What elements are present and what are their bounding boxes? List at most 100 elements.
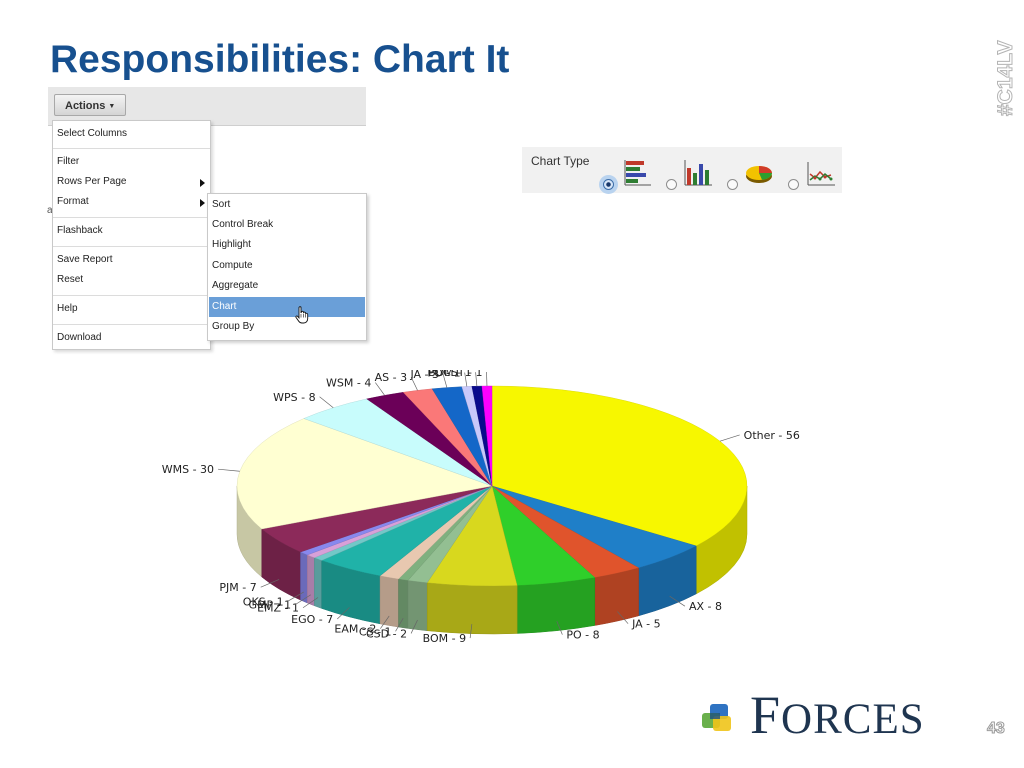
hand-cursor-icon [295,306,309,324]
pie-leader-line [464,372,468,387]
pie-slice-side [407,580,428,631]
radio-pie[interactable] [727,179,738,190]
pie-leader-line [375,382,385,396]
pie-slice-side [426,582,518,635]
pie-slice-label: PO - 8 [566,629,599,642]
menu-divider [53,148,210,149]
submenu-item-compute[interactable]: Compute [212,260,253,271]
pie-leader-line [475,372,478,387]
pie-slice[interactable] [481,385,493,487]
pie-slice-label: PJM - 7 [219,581,256,594]
pie-slice[interactable] [236,418,493,530]
pie-slice-label: CST - 1 [443,370,482,379]
menu-divider [53,246,210,247]
chart-type-label: Chart Type [531,154,590,168]
pie-leader-line [319,396,334,409]
submenu-item-highlight[interactable]: Highlight [212,239,251,250]
submenu-item-control-break[interactable]: Control Break [212,219,274,230]
pie-chart: Other - 56 AX - 8 JA - 5 PO - 8 BOM - 9 CSD -… [150,370,830,670]
menu-item-label: Rows Per Page [57,176,127,187]
pie-slice-label: AX - 8 [689,600,722,613]
pie-leader-line [395,617,404,632]
pie-slice-label: JA - 3 [409,370,439,381]
pie-slice-label: JA - 5 [631,618,661,631]
forces-logo-icon [702,704,731,731]
menu-item-format[interactable]: Format [53,192,210,212]
submenu-item-aggregate[interactable]: Aggregate [212,280,259,291]
hashtag-text: #C14LV [994,41,1017,116]
hashtag-watermark: #C14LV [990,16,1018,120]
menu-item-save-report[interactable]: Save Report [57,254,113,265]
horizontal-bar-chart-icon[interactable] [622,158,652,188]
line-chart-icon[interactable] [806,158,836,188]
menu-item-reset[interactable]: Reset [57,274,84,285]
pie-slice-label: WMS - 30 [162,463,214,476]
slide-number: 43 [987,720,1006,738]
pie-leader-line [442,373,448,388]
menu-divider [53,217,210,218]
pie-slice-label: WSM - 4 [326,377,371,390]
actions-button-label: Actions [65,100,106,112]
pie-slice-label: BOM - 1 [428,370,471,379]
radio-line[interactable] [788,179,799,190]
submenu-item-group-by[interactable]: Group By [212,321,255,332]
pie-slice-label: PO - 1 [427,370,460,380]
actions-menu: Select Columns Filter Rows Per Page Form… [52,120,211,350]
radio-vertical-bar[interactable] [666,179,677,190]
submenu-item-sort[interactable]: Sort [212,199,231,210]
pie-chart-icon[interactable] [744,158,774,188]
pie-leader-line [337,607,350,620]
menu-item-flashback[interactable]: Flashback [57,225,103,236]
pie-leader-line [260,579,280,588]
pie-slice-label: CS - 1 [359,625,392,638]
pie-slice-label: CSD - 2 [366,627,407,640]
caret-down-icon: ▼ [108,103,116,110]
logo-rest: ORCES [781,696,925,743]
pie-leader-line [287,591,305,602]
chevron-right-icon [200,199,205,207]
pie-leader-line [218,468,240,472]
pie-leader-line [410,619,418,634]
menu-divider [53,324,210,325]
pie-leader-line [719,434,740,442]
menu-item-help[interactable]: Help [57,303,78,314]
menu-divider [53,295,210,296]
actions-button[interactable]: Actions ▼ [54,94,127,116]
forces-logo-text: FORCES [750,688,925,747]
slide-title: Responsibilities: Chart It [50,38,510,81]
pie-slice-side [307,554,315,607]
pie-slice-label: AS - 3 [375,371,407,384]
pie-leader-line [556,620,563,635]
pie-leader-line [294,594,311,605]
pie-slice[interactable] [491,385,748,547]
pie-slice-side [398,578,409,629]
pie-leader-line [469,624,473,639]
menu-item-select-columns[interactable]: Select Columns [57,128,128,139]
menu-item-label: Format [57,196,89,207]
pie-slice-label: WPS - 8 [273,391,315,404]
radio-horizontal-bar[interactable] [603,179,614,190]
pie-chart-svg: Other - 56 AX - 8 JA - 5 PO - 8 BOM - 9 CSD -… [162,370,800,645]
pie-slice-label: BOM - 9 [423,632,466,645]
report-toolbar: Actions ▼ [48,87,366,126]
pie-slice-label: EAM - 2 [334,623,376,636]
vertical-bar-chart-icon[interactable] [683,158,713,188]
pie-slice-label: OKS - 1 [243,595,284,608]
pie-leader-line [410,376,418,391]
pie-leader-line [302,597,319,609]
pie-leader-line [669,595,686,607]
pie-slice-label: EMZ - 1 [257,602,299,615]
menu-item-rows-per-page[interactable]: Rows Per Page [53,172,210,192]
menu-item-download[interactable]: Download [57,332,102,343]
chevron-right-icon [200,179,205,187]
pie-slice-side [516,577,596,634]
menu-item-filter[interactable]: Filter [57,156,80,167]
pie-slice-side [379,575,399,628]
pie-slice-label: EGO - 7 [291,613,333,626]
pie-slice-label: GMP - 1 [249,599,292,612]
format-submenu: Sort Control Break Highlight Compute Agg… [207,193,367,341]
pie-slice-side [300,551,308,604]
chart-type-panel: Chart Type [522,147,842,194]
submenu-item-chart[interactable]: Chart [209,297,365,317]
logo-initial: F [750,685,782,745]
